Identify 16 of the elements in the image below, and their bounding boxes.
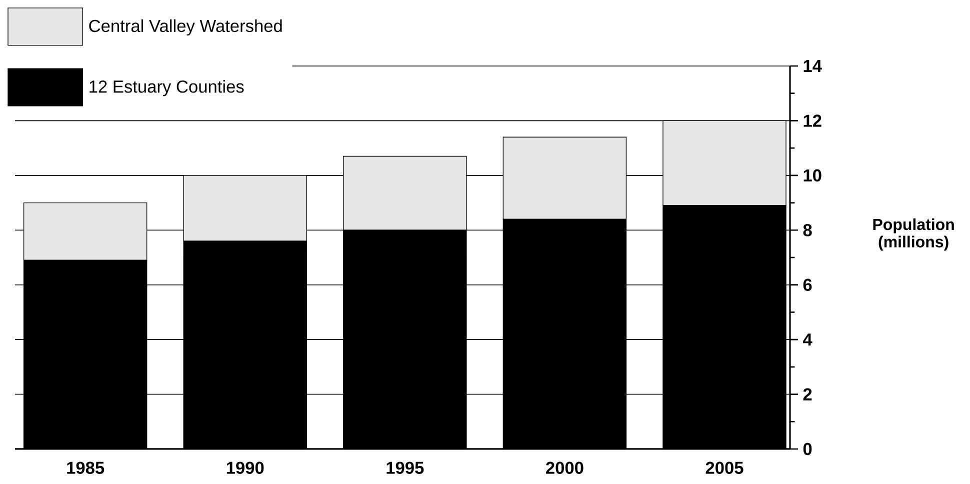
x-tick-label: 1985 bbox=[67, 462, 104, 474]
y-axis-title: Population (millions) bbox=[873, 218, 954, 251]
y-tick-label: 10 bbox=[804, 169, 822, 182]
legend-label: 12 Estuary Counties bbox=[90, 80, 244, 96]
x-tick-label: 1990 bbox=[226, 462, 264, 474]
x-tick-label: 1995 bbox=[386, 462, 424, 474]
y-tick-label: 2 bbox=[803, 388, 812, 400]
y-tick-label: 6 bbox=[803, 278, 812, 291]
y-tick-label: 14 bbox=[804, 60, 822, 72]
legend-label: Central Valley Watershed bbox=[89, 19, 282, 36]
y-tick-label: 0 bbox=[803, 442, 812, 456]
x-tick-label: 2005 bbox=[706, 462, 744, 474]
x-tick-label: 2000 bbox=[546, 462, 584, 474]
y-tick-label: 8 bbox=[803, 224, 812, 236]
y-tick-label: 12 bbox=[804, 114, 822, 127]
y-tick-label: 4 bbox=[802, 334, 812, 346]
